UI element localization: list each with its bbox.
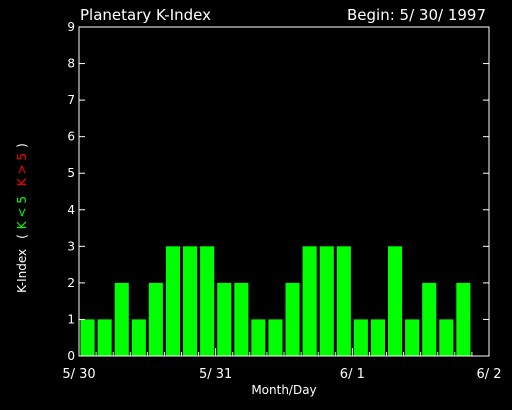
y-label-storm: K > 5 — [15, 153, 29, 186]
bar — [183, 246, 198, 356]
bar — [439, 319, 454, 356]
y-tick-label: 5 — [67, 166, 75, 180]
begin-date: Begin: 5/ 30/ 1997 — [347, 6, 486, 24]
bar — [165, 246, 180, 356]
bars-group — [80, 246, 471, 356]
y-tick-label: 1 — [67, 312, 75, 326]
y-tick-label: 0 — [67, 349, 75, 363]
bar — [336, 246, 351, 356]
y-axis-label: K-Index — [15, 249, 29, 293]
x-tick-label: 6/ 2 — [476, 367, 501, 382]
x-tick-label: 6/ 1 — [340, 367, 365, 382]
bar — [370, 319, 385, 356]
bar — [148, 282, 163, 356]
bar — [405, 319, 420, 356]
bar — [217, 282, 232, 356]
plot-frame — [78, 26, 490, 357]
y-tick-label: 2 — [67, 276, 75, 290]
bar — [456, 282, 471, 356]
bar — [234, 282, 249, 356]
bar — [200, 246, 215, 356]
svg-text:K-Index(K < 5K > 5): K-Index ( K < 5 K > 5) — [15, 143, 29, 293]
y-tick-label: 3 — [67, 239, 75, 253]
y-paren-close: ) — [15, 143, 29, 148]
y-tick-label: 9 — [67, 20, 75, 34]
bar — [319, 246, 334, 356]
x-tick-label: 5/ 31 — [199, 367, 232, 382]
bar — [80, 319, 95, 356]
bar — [97, 319, 112, 356]
y-axis-label-group: K-Index ( K < 5 K > 5) — [15, 143, 29, 293]
y-tick-label: 7 — [67, 93, 75, 107]
x-tick-label: 5/ 30 — [62, 367, 95, 382]
x-axis-label: Month/Day — [251, 383, 316, 397]
bar — [285, 282, 300, 356]
bar — [388, 246, 403, 356]
y-paren-open: ( — [15, 234, 29, 239]
bar — [114, 282, 129, 356]
x-axis: 5/ 30 5/ 31 6/ 1 6/ 2 — [62, 348, 502, 382]
y-tick-label: 4 — [67, 203, 75, 217]
y-tick-label: 6 — [67, 130, 75, 144]
y-label-quiet: K < 5 — [15, 196, 29, 229]
bar — [251, 319, 266, 356]
y-tick-label: 8 — [67, 57, 75, 71]
bar — [131, 319, 146, 356]
bar — [353, 319, 368, 356]
chart-title: Planetary K-Index — [80, 6, 211, 24]
y-axis: 0 1 2 3 4 5 6 7 8 9 — [67, 20, 489, 363]
bar — [422, 282, 437, 356]
bar — [302, 246, 317, 356]
bar — [268, 319, 283, 356]
